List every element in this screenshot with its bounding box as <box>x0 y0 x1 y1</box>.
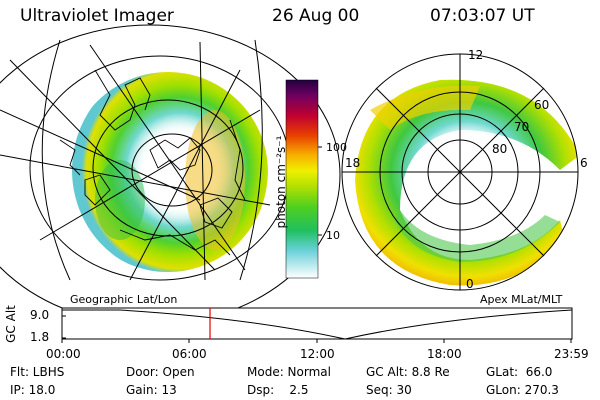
geo-graticule <box>0 24 341 326</box>
instrument-title: Ultraviolet Imager <box>20 6 174 26</box>
info-mode: Mode: Normal <box>247 365 331 379</box>
colorbar-label-100: 100 <box>326 141 347 154</box>
info-ip: IP: 18.0 <box>10 383 56 397</box>
colorbar <box>285 79 322 279</box>
altitude-ytick-top: 9.0 <box>30 308 50 322</box>
auroral-image-right <box>355 79 578 286</box>
info-seq: Seq: 30 <box>366 383 412 397</box>
xtick-0: 00:00 <box>46 347 81 361</box>
altitude-ytick-bottom: 1.8 <box>30 330 50 344</box>
mlat-label-60: 60 <box>534 98 550 112</box>
altitude-ylabel: GC Alt <box>4 305 18 343</box>
polar-grid <box>341 53 579 291</box>
date-label: 26 Aug 00 <box>272 6 360 26</box>
mlt-label-12: 12 <box>468 48 484 62</box>
coastlines <box>59 69 246 256</box>
mlat-label-80: 80 <box>492 142 508 156</box>
xtick-4: 23:59 <box>554 347 589 361</box>
colorbar-label-10: 10 <box>326 229 340 242</box>
mlat-label-70: 70 <box>514 120 530 134</box>
geographic-map <box>0 24 341 326</box>
colorbar-gradient <box>285 79 319 279</box>
info-gc-alt: GC Alt: 8.8 Re <box>366 365 450 379</box>
info-dsp: Dsp: 2.5 <box>247 383 309 397</box>
info-door: Door: Open <box>126 365 195 379</box>
polar-map <box>341 53 579 291</box>
apex-caption: Apex MLat/MLT <box>480 293 563 306</box>
altitude-curve <box>62 309 573 340</box>
geo-caption: Geographic Lat/Lon <box>70 293 178 306</box>
altitude-x-ticks <box>61 339 572 343</box>
colorbar-unit-label: photon cm⁻²s⁻¹ <box>274 135 288 229</box>
xtick-2: 12:00 <box>300 347 335 361</box>
info-glat: GLat: 66.0 <box>486 365 553 379</box>
xtick-1: 06:00 <box>172 347 207 361</box>
mlt-label-18: 18 <box>345 156 361 170</box>
mlt-label-6: 6 <box>580 156 588 170</box>
info-glon: GLon: 270.3 <box>486 383 559 397</box>
altitude-plot-frame <box>61 307 573 340</box>
info-gain: Gain: 13 <box>126 383 177 397</box>
info-filter: Flt: LBHS <box>10 365 65 379</box>
time-label: 07:03:07 UT <box>430 6 535 26</box>
xtick-3: 18:00 <box>427 347 462 361</box>
mlt-label-0: 0 <box>466 277 474 291</box>
altitude-plot <box>61 307 573 343</box>
